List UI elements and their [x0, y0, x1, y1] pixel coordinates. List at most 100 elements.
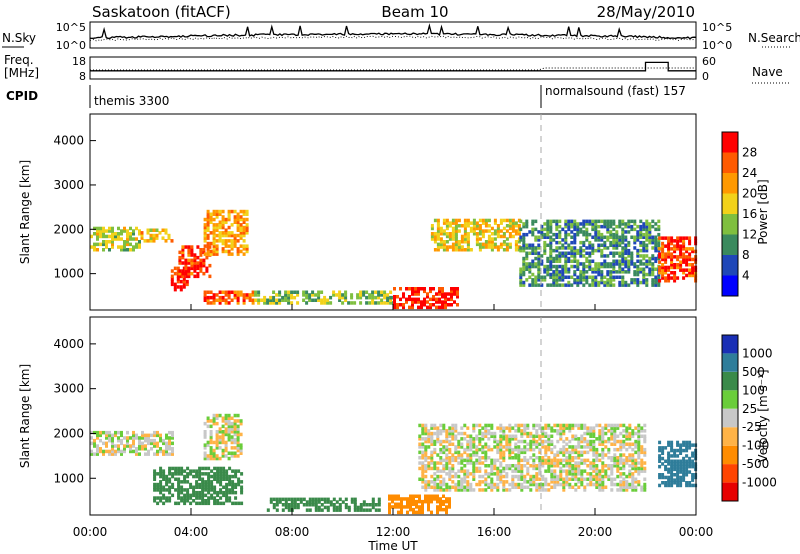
power-cell-f9 [528, 230, 532, 234]
velocity-cell-f2 [233, 432, 237, 437]
power-cell-f6 [296, 301, 300, 305]
velocity-cell-f5 [568, 458, 572, 463]
velocity-cell-f5 [568, 485, 572, 489]
velocity-cell-f5 [445, 429, 449, 433]
power-cell-f9 [534, 280, 538, 285]
power-cell-f9 [519, 280, 523, 285]
velocity-cell-f5 [562, 431, 566, 436]
power-cell-f0 [93, 242, 96, 247]
power-cell-f0 [117, 245, 120, 249]
power-cell-f8 [505, 245, 509, 249]
velocity-cell-f5 [439, 450, 443, 455]
velocity-cell-f1 [183, 488, 187, 492]
power-cell-f6 [377, 295, 381, 300]
velocity-cell-f0 [141, 441, 144, 446]
power-cell-f9 [612, 278, 616, 282]
power-cell-f4 [236, 223, 240, 227]
velocity-cell-f4 [397, 502, 400, 506]
power-cell-f6 [338, 290, 342, 294]
velocity-cell-f5 [565, 472, 569, 476]
power-cell-f9 [603, 254, 607, 258]
velocity-colorbar-swatch [722, 390, 738, 409]
velocity-cell-f5 [565, 482, 569, 487]
velocity-cell-f0 [135, 436, 138, 440]
velocity-cell-f5 [427, 482, 431, 487]
velocity-cell-f2 [239, 448, 243, 453]
power-cell-f9 [591, 251, 595, 255]
velocity-cell-f6 [673, 464, 677, 469]
power-cell-f8 [448, 221, 452, 225]
power-cell-f9 [594, 224, 598, 229]
velocity-cell-f5 [490, 423, 494, 428]
velocity-cell-f5 [577, 423, 581, 428]
power-cell-f7 [426, 305, 429, 310]
velocity-cell-f2 [221, 448, 225, 453]
velocity-cell-f5 [460, 426, 464, 430]
velocity-cell-f5 [442, 464, 446, 468]
power-cell-f5 [242, 295, 246, 300]
power-cell-f6 [332, 290, 336, 294]
velocity-cell-f5 [568, 461, 572, 465]
velocity-cell-f2 [212, 421, 216, 426]
noise-left-tick-top: 10^5 [56, 21, 86, 34]
power-cell-f9 [534, 238, 538, 242]
power-cell-f4 [203, 236, 207, 240]
velocity-cell-f5 [472, 461, 476, 465]
velocity-cell-f5 [448, 458, 452, 463]
power-cell-f6 [308, 295, 312, 300]
power-cell-f9 [570, 254, 574, 258]
station-title: Saskatoon (fitACF) [92, 3, 231, 21]
velocity-cell-f5 [436, 439, 440, 444]
power-cell-f8 [475, 226, 479, 231]
velocity-cell-f1 [195, 496, 199, 500]
velocity-cell-f2 [230, 435, 234, 439]
velocity-cell-f5 [502, 488, 506, 492]
velocity-cell-f5 [535, 488, 539, 492]
power-cell-f8 [466, 245, 470, 249]
velocity-heatmap [90, 413, 698, 515]
power-cell-f9 [651, 240, 655, 245]
velocity-cell-f0 [93, 441, 96, 446]
velocity-cell-f0 [114, 444, 117, 448]
power-cell-f9 [537, 262, 541, 266]
power-cell-f8 [442, 248, 446, 252]
velocity-cell-f5 [631, 482, 635, 487]
velocity-cell-f4 [433, 494, 436, 498]
velocity-cell-f0 [96, 449, 99, 454]
velocity-cell-f3 [344, 497, 348, 502]
power-cell-f4 [212, 223, 216, 227]
velocity-cell-f5 [499, 456, 503, 460]
velocity-cell-f5 [436, 488, 440, 492]
power-cell-f10 [667, 268, 671, 272]
power-cell-f5 [251, 298, 255, 302]
power-cell-f7 [435, 297, 438, 302]
power-cell-f6 [371, 301, 375, 305]
velocity-cell-f4 [439, 497, 442, 501]
power-cell-f8 [478, 237, 482, 241]
power-cell-f6 [305, 295, 309, 300]
power-cell-f4 [224, 249, 228, 254]
velocity-cell-f5 [541, 431, 545, 436]
power-cell-f1 [140, 233, 144, 238]
velocity-cell-f5 [478, 447, 482, 452]
velocity-cell-f2 [233, 438, 237, 442]
power-cell-f9 [546, 235, 550, 239]
velocity-cell-f5 [571, 485, 575, 489]
velocity-cell-f0 [141, 447, 144, 451]
power-cell-f8 [454, 221, 458, 225]
velocity-cell-f0 [156, 430, 159, 435]
velocity-cell-f5 [475, 423, 479, 428]
power-cell-f7 [420, 300, 423, 304]
power-cell-f6 [284, 290, 288, 294]
power-cell-f4 [203, 217, 207, 222]
velocity-cell-f2 [239, 446, 243, 450]
power-cell-f3 [178, 261, 182, 265]
power-cell-f9 [534, 248, 538, 253]
velocity-cell-f5 [628, 434, 632, 438]
power-cell-f9 [618, 262, 622, 266]
velocity-cell-f1 [159, 472, 163, 476]
velocity-cell-f5 [505, 480, 509, 484]
power-cell-f9 [528, 246, 532, 250]
velocity-cell-f3 [311, 497, 315, 502]
